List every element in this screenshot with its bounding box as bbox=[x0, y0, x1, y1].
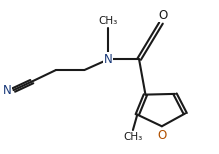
Text: CH₃: CH₃ bbox=[123, 132, 143, 142]
Text: O: O bbox=[159, 9, 168, 22]
Text: N: N bbox=[3, 84, 11, 97]
Text: CH₃: CH₃ bbox=[99, 16, 118, 26]
Text: O: O bbox=[157, 129, 166, 142]
Text: N: N bbox=[104, 53, 113, 66]
